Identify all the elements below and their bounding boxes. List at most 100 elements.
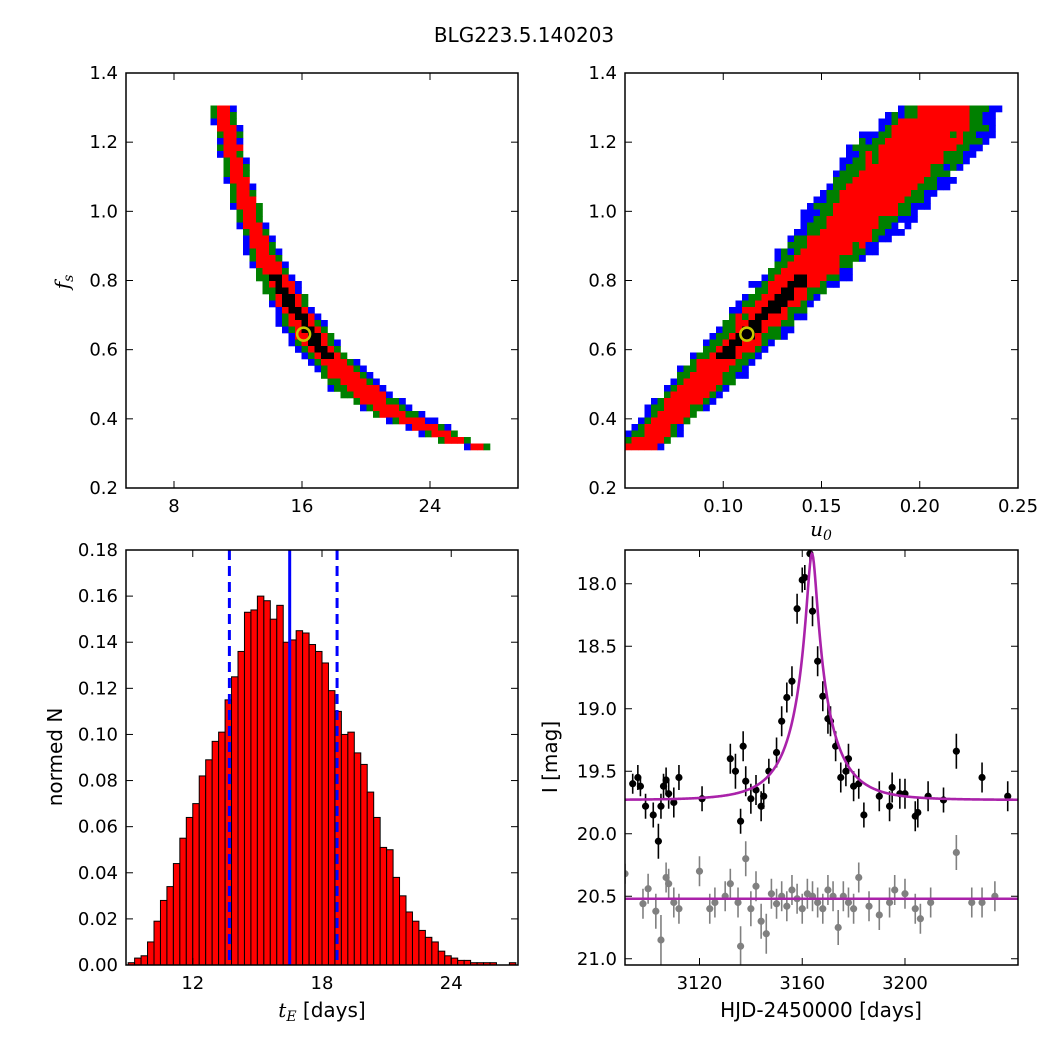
- tr-heat-cell: [917, 151, 925, 158]
- tr-heat-cell: [644, 417, 652, 425]
- histogram-lines: [227, 550, 339, 965]
- tl-heat-cell: [269, 248, 276, 256]
- bl-ytick-label: 0.02: [78, 909, 118, 930]
- tr-heat-cell: [865, 235, 873, 243]
- tr-heat-cell: [956, 131, 964, 139]
- tr-best-fit-circle: [739, 326, 755, 342]
- tr-heat-cell: [722, 378, 730, 386]
- br-ytick-label: 18.0: [577, 574, 617, 595]
- tl-heat-cell: [405, 411, 413, 418]
- tr-heat-cell: [852, 209, 860, 217]
- panel-top-left: 8 16 24 0.2 0.4 0.6 0.8 1.0 1.2 1.4 fs: [50, 63, 519, 517]
- tr-heat-cell: [943, 157, 951, 165]
- tl-heat-cell: [334, 365, 341, 373]
- tl-heat-cell: [418, 424, 426, 431]
- tr-heat-cell: [846, 196, 853, 204]
- tr-heat-cell: [839, 261, 847, 269]
- tr-heat-cell: [755, 339, 762, 347]
- tl-heat-cell: [223, 177, 231, 184]
- histogram-bar: [237, 650, 245, 965]
- tr-heat-cell: [924, 183, 931, 191]
- tr-heat-cell: [651, 417, 658, 425]
- tr-heat-cell: [898, 209, 905, 217]
- tr-heat-cell: [839, 248, 847, 256]
- data-point: [819, 692, 827, 700]
- tl-heat-cell: [236, 183, 244, 191]
- data-point: [875, 792, 883, 800]
- tr-xtick-label: 0.25: [998, 496, 1038, 517]
- tl-heat-cell: [249, 203, 257, 210]
- tr-heat-cell: [911, 125, 918, 132]
- tr-heat-cell: [989, 112, 996, 119]
- histogram-bar: [431, 941, 439, 965]
- tr-heat-cell: [911, 209, 918, 217]
- tl-heat-cell: [236, 196, 244, 204]
- tr-heat-cell: [911, 112, 918, 119]
- data-point: [788, 886, 796, 894]
- tr-heat-cell: [787, 294, 795, 301]
- tl-heat-cell: [269, 300, 276, 308]
- tl-heat-cell: [282, 294, 289, 301]
- tr-heat-cell: [924, 125, 931, 132]
- histogram-bar: [373, 816, 381, 965]
- tl-heat-cell: [210, 118, 218, 126]
- tl-heat-cell: [249, 229, 257, 236]
- tl-ytick-label: 0.2: [89, 478, 118, 499]
- histogram-bar: [360, 763, 368, 965]
- tl-heat-cell: [360, 365, 367, 373]
- tr-heat-cell: [742, 352, 749, 360]
- tl-heat-cell: [334, 359, 341, 366]
- tr-heat-cell: [781, 281, 788, 288]
- tr-heat-cell: [859, 255, 866, 262]
- tl-heat-cell: [386, 417, 393, 425]
- tr-heat-cell: [748, 320, 756, 327]
- tr-heat-cell: [625, 437, 632, 444]
- data-point: [927, 898, 935, 907]
- tr-heat-cell: [872, 235, 879, 243]
- tr-heat-cell: [924, 164, 931, 171]
- tr-heat-cell: [904, 105, 912, 113]
- tr-heat-cell: [917, 105, 925, 113]
- tr-heat-cell: [768, 339, 775, 347]
- tr-heat-cell: [846, 255, 853, 262]
- tl-heat-cell: [340, 391, 348, 399]
- histogram-bar: [418, 929, 426, 965]
- tl-heat-cell: [301, 300, 309, 308]
- tl-heat-cell: [321, 352, 328, 360]
- tr-heat-cell: [755, 320, 762, 327]
- tr-heat-cell: [755, 287, 762, 295]
- figure-title: BLG223.5.140203: [434, 23, 614, 47]
- tr-heat-cell: [891, 118, 899, 126]
- tr-heat-cell: [807, 222, 814, 230]
- histogram-bar: [353, 752, 362, 965]
- tr-heat-cell: [917, 196, 925, 204]
- tr-heat-cell: [820, 274, 827, 282]
- tr-heat-cell: [956, 125, 964, 132]
- tr-heat-cell: [937, 177, 944, 184]
- tr-heat-cell: [859, 144, 866, 152]
- tr-heat-cell: [878, 222, 886, 230]
- tr-heat-cell: [846, 261, 853, 269]
- tr-heat-cell: [846, 183, 853, 191]
- tl-heat-cell: [236, 216, 244, 223]
- tr-heat-cell: [859, 190, 866, 197]
- tr-heat-cell: [865, 222, 873, 230]
- data-point: [788, 677, 796, 685]
- tl-heat-cell: [360, 378, 367, 386]
- histogram-bar: [218, 731, 226, 965]
- tr-heat-cell: [755, 313, 762, 321]
- tr-heat-cell: [690, 398, 697, 405]
- tl-heat-cell: [340, 359, 348, 366]
- tl-heat-cell: [405, 404, 413, 412]
- tr-heat-cell: [852, 196, 860, 204]
- tr-heat-cell: [781, 313, 788, 321]
- data-point: [695, 867, 704, 875]
- tl-heat-cell: [275, 320, 283, 327]
- lightcurve-model: [625, 551, 1018, 901]
- tr-heat-cell: [800, 235, 808, 243]
- tr-heat-cell: [677, 424, 684, 431]
- tr-heat-cell: [878, 216, 886, 223]
- tr-heat-cell: [677, 417, 684, 425]
- bl-xtick-label: 12: [181, 973, 204, 994]
